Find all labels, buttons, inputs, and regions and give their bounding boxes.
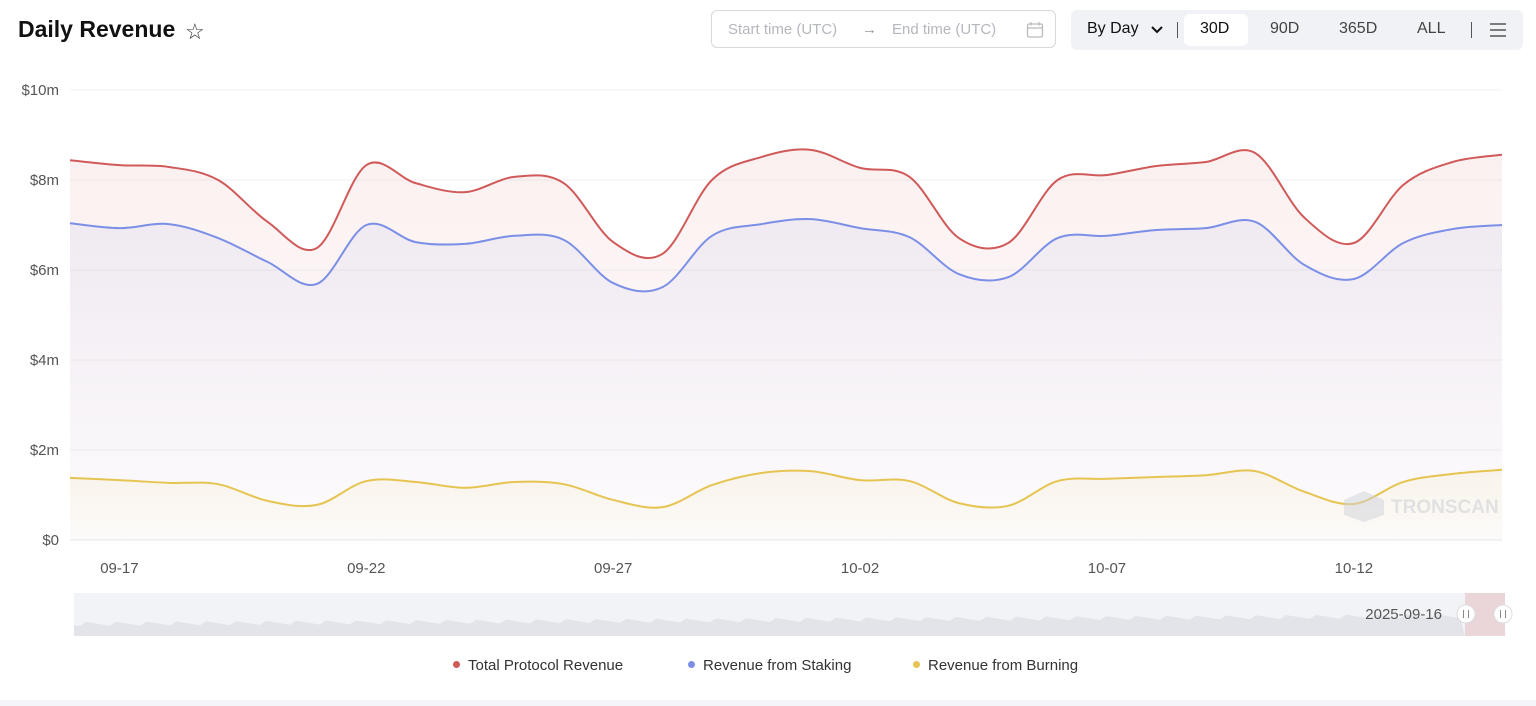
footer-divider bbox=[0, 700, 1536, 706]
x-tick-label: 09-17 bbox=[100, 560, 138, 577]
legend-dot bbox=[913, 660, 920, 668]
x-tick-label: 09-22 bbox=[347, 560, 385, 577]
range-all[interactable]: ALL bbox=[1417, 20, 1446, 37]
legend-total-protocol-revenue[interactable]: Total Protocol Revenue bbox=[453, 657, 623, 674]
legend-label: Revenue from Staking bbox=[703, 657, 852, 674]
y-tick-label: $6m bbox=[30, 262, 59, 279]
slider-handle-right[interactable] bbox=[1493, 604, 1513, 624]
menu-icon[interactable] bbox=[1488, 22, 1508, 38]
watermark-text: TRONSCAN bbox=[1391, 497, 1499, 518]
range-90d[interactable]: 90D bbox=[1270, 20, 1300, 37]
legend-dot bbox=[688, 660, 695, 668]
date-range-picker[interactable]: Start time (UTC) → End time (UTC) bbox=[711, 10, 1056, 48]
line-revenue-from-staking bbox=[69, 218, 1503, 293]
revenue-chart: $0 $2m $4m $6m $8m $10m 09-17 09-22 09-27 10-02 10… bbox=[21, 82, 1513, 636]
y-tick-label: $4m bbox=[30, 352, 59, 369]
x-tick-label: 10-07 bbox=[1088, 560, 1126, 577]
range-30d[interactable]: 30D bbox=[1200, 20, 1230, 37]
x-tick-label: 10-12 bbox=[1335, 560, 1373, 577]
range-365d[interactable]: 365D bbox=[1339, 20, 1378, 37]
x-tick-label: 10-02 bbox=[841, 560, 879, 577]
arrow-right-icon: → bbox=[862, 21, 877, 38]
y-tick-label: $0 bbox=[42, 532, 59, 549]
granularity-select[interactable]: By Day bbox=[1087, 20, 1139, 37]
area-revenue-from-burning bbox=[70, 469, 1502, 540]
divider bbox=[1471, 22, 1472, 38]
x-tick-label: 09-27 bbox=[594, 560, 632, 577]
slider-handle-left[interactable] bbox=[1456, 604, 1476, 624]
legend-revenue-from-staking[interactable]: Revenue from Staking bbox=[688, 657, 851, 674]
star-outline-icon[interactable]: ☆ bbox=[185, 19, 205, 44]
divider bbox=[1177, 22, 1178, 38]
y-tick-label: $10m bbox=[21, 82, 59, 99]
selected-range-highlight bbox=[1184, 14, 1248, 46]
legend-label: Revenue from Burning bbox=[928, 657, 1079, 674]
slider-date-label: 2025-09-16 bbox=[1365, 606, 1442, 623]
line-revenue-from-burning bbox=[69, 468, 1503, 509]
y-tick-label: $2m bbox=[30, 442, 59, 459]
area-revenue-from-staking bbox=[70, 219, 1502, 541]
legend-dot bbox=[453, 660, 460, 668]
chart-controls: By Day 30D 90D 365D ALL bbox=[1071, 10, 1523, 50]
calendar-icon[interactable] bbox=[1026, 21, 1044, 39]
zoom-slider[interactable]: 2025-09-16 bbox=[74, 593, 1513, 636]
start-time-input[interactable]: Start time (UTC) bbox=[728, 21, 838, 38]
page-title: Daily Revenue bbox=[18, 16, 176, 42]
tronscan-watermark: TRONSCAN bbox=[1344, 491, 1499, 522]
legend-label: Total Protocol Revenue bbox=[468, 657, 624, 674]
legend-revenue-from-burning[interactable]: Revenue from Burning bbox=[913, 657, 1078, 674]
chevron-down-icon[interactable] bbox=[1150, 24, 1164, 36]
end-time-input[interactable]: End time (UTC) bbox=[892, 21, 997, 38]
line-total-protocol-revenue bbox=[69, 148, 1503, 259]
y-tick-label: $8m bbox=[30, 172, 59, 189]
